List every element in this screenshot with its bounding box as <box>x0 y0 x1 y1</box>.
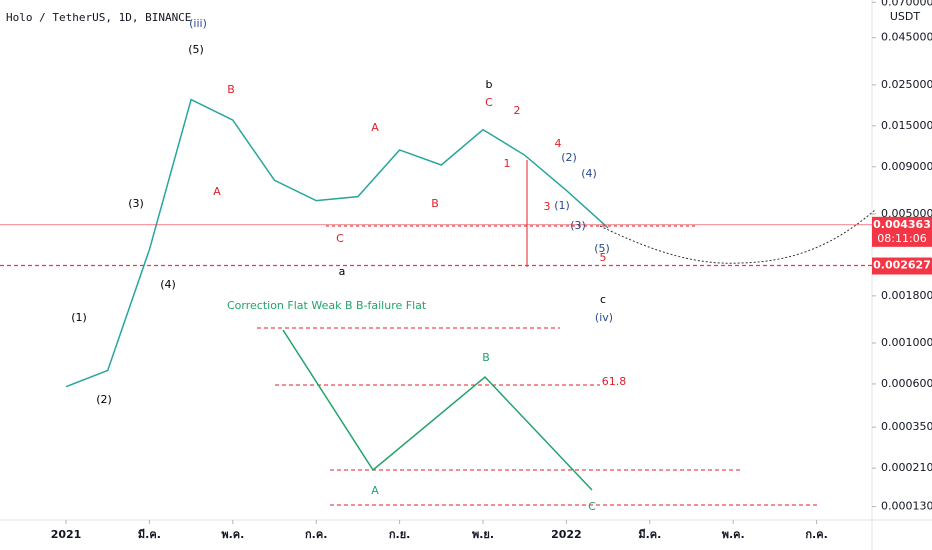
symbol-title: Holo / TetherUS, 1D, BINANCE <box>6 11 191 24</box>
wave-label: A <box>371 484 379 497</box>
y-tick-label: 0.001800 <box>881 289 932 302</box>
wave-label: 3 <box>544 200 551 213</box>
wave-label: (4) <box>581 167 597 180</box>
x-tick-label: ก.ค. <box>305 528 327 541</box>
y-tick-label: 0.025000 <box>881 78 932 91</box>
wave-label: (3) <box>128 197 144 210</box>
price-box <box>872 257 932 275</box>
wave-label: 5 <box>600 251 607 264</box>
wave-label: B <box>431 197 439 210</box>
y-tick-label: 0.000130 <box>881 500 932 513</box>
x-tick-label: มี.ค. <box>638 528 661 541</box>
x-tick-label: พ.ค. <box>722 528 745 541</box>
wave-label: (1) <box>71 311 87 324</box>
wave-label: c <box>600 293 606 306</box>
countdown: 08:11:06 <box>877 232 926 245</box>
wave-label: 61.8 <box>602 375 627 388</box>
wave-label: C <box>336 232 344 245</box>
wave-label: 4 <box>555 137 562 150</box>
projection <box>599 209 876 264</box>
y-tick-label: 0.045000 <box>881 31 932 44</box>
wave-label: C <box>485 96 493 109</box>
wave-label: 2 <box>514 104 521 117</box>
x-tick-label: ก.ย. <box>389 528 410 541</box>
flat-levels <box>257 225 820 506</box>
wave-label: 1 <box>504 157 511 170</box>
y-tick-label: 0.015000 <box>881 119 932 132</box>
x-tick-label: มี.ค. <box>138 528 161 541</box>
wave-label: B <box>482 351 490 364</box>
price-box <box>872 216 932 247</box>
y-tick-label: 0.070000 <box>881 0 932 8</box>
x-tick-label: พ.ย. <box>472 528 494 541</box>
y-tick-label: 0.000350 <box>881 420 932 433</box>
wave-label: (1) <box>554 199 570 212</box>
y-tick-label: 0.000210 <box>881 461 932 474</box>
wave-label: A <box>213 185 221 198</box>
x-tick-label: 2022 <box>551 528 582 541</box>
x-tick-label: ก.ค. <box>805 528 827 541</box>
wave-label: (5) <box>188 43 204 56</box>
wave-label: (iv) <box>595 311 613 324</box>
x-tick-label: พ.ค. <box>221 528 244 541</box>
y-tick-label: 0.001000 <box>881 336 932 349</box>
wave-label: C <box>588 500 596 513</box>
wave-label: (5) <box>594 242 610 255</box>
wave-label: A <box>371 121 379 134</box>
flat-diagram <box>282 329 593 491</box>
wave-label: (3) <box>570 219 586 232</box>
wave-label: a <box>339 265 346 278</box>
wave-label: (2) <box>561 151 577 164</box>
wave-label: (iii) <box>189 17 207 30</box>
wave-label: (4) <box>160 278 176 291</box>
currency: USDT <box>890 10 921 23</box>
y-tick-label: 0.000600 <box>881 377 932 390</box>
y-tick-label: 0.009000 <box>881 160 932 173</box>
wave-label: (2) <box>96 393 112 406</box>
x-tick-label: 2021 <box>51 528 82 541</box>
wave-label: b <box>486 78 493 91</box>
price-label: 0.002627 <box>873 259 931 272</box>
flat-title: Correction Flat Weak B B-failure Flat <box>227 299 427 312</box>
y-tick-label: 0.005000 <box>881 207 932 220</box>
price-label: 0.004363 <box>873 218 931 231</box>
wave-label: B <box>227 83 235 96</box>
